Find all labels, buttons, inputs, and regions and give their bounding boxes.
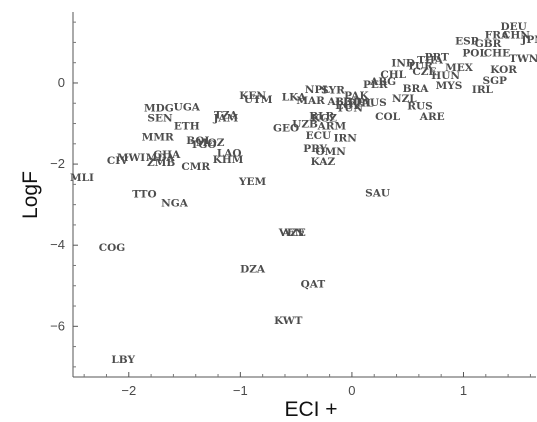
point-label-sau: SAU — [365, 187, 390, 199]
point-label-alb: ALB — [326, 96, 352, 108]
point-label-mex: MEX — [445, 62, 474, 74]
point-label-chn: CHN — [502, 30, 530, 42]
y-tick-label: −2 — [50, 156, 65, 171]
y-tick-label: 0 — [58, 75, 65, 90]
point-label-prt: PRT — [425, 52, 449, 64]
point-label-cog: COG — [99, 242, 126, 254]
point-label-zmb: ZMB — [147, 157, 175, 169]
point-label-aze: AZE — [281, 227, 306, 239]
point-label-egy: EGY — [335, 100, 360, 112]
point-label-phl: PHL — [348, 97, 374, 109]
point-label-lao: LAO — [217, 148, 242, 160]
point-label-hun: HUN — [431, 70, 460, 82]
point-label-eth: ETH — [174, 121, 200, 133]
point-label-arg: ARG — [369, 76, 396, 88]
point-label-col: COL — [375, 111, 401, 123]
point-label-kgz: KGZ — [311, 112, 337, 124]
point-label-ven: VEN — [278, 227, 305, 239]
x-axis-ticks: −2 −1 0 1 — [83, 372, 531, 398]
point-label-kwt: KWT — [274, 315, 303, 327]
point-label-cmr: CMR — [181, 161, 210, 173]
point-label-nga: NGA — [161, 198, 189, 210]
x-axis-title: ECI + — [284, 398, 337, 421]
point-label-gha: GHA — [153, 149, 181, 161]
point-label-aus: AUS — [361, 97, 387, 109]
point-label-per: PER — [363, 79, 388, 91]
point-label-mdg: MDG — [144, 102, 174, 114]
point-label-bra: BRA — [403, 83, 430, 95]
point-label-uga: UGA — [174, 101, 201, 113]
point-label-jam: JAM — [212, 112, 238, 124]
point-label-dza: DZA — [240, 263, 266, 275]
point-label-mwi: MWI — [117, 152, 145, 164]
point-label-mli: MLI — [70, 172, 94, 184]
point-label-uzb: UZB — [292, 119, 318, 131]
point-label-pry: PRY — [303, 143, 327, 155]
point-label-irl: IRL — [472, 84, 494, 96]
point-label-mys: MYS — [436, 80, 463, 92]
x-tick-label: −1 — [233, 383, 248, 398]
point-label-sgp: SGP — [482, 75, 507, 87]
point-label-cze: CZE — [412, 66, 436, 78]
x-tick-label: −2 — [121, 383, 136, 398]
y-tick-label: −6 — [50, 318, 65, 333]
point-label-mar: MAR — [296, 95, 325, 107]
point-label-bgd: BGD — [335, 96, 362, 108]
point-label-utm: UTM — [244, 94, 273, 106]
point-label-gbr: GBR — [475, 38, 502, 50]
point-label-bol: BOL — [186, 135, 212, 147]
point-label-moz: MOZ — [196, 137, 225, 149]
point-label-tto: TTO — [132, 188, 156, 200]
point-label-mda: MDA — [146, 152, 176, 164]
point-label-lka: LKA — [282, 91, 307, 103]
x-tick-label: 1 — [460, 383, 467, 398]
y-tick-label: −4 — [50, 237, 65, 252]
point-label-kaz: KAZ — [311, 156, 336, 168]
point-label-esp: ESP — [455, 35, 479, 47]
point-label-mmr: MMR — [142, 132, 174, 144]
point-label-npl: NPL — [305, 84, 330, 96]
point-label-tha: THA — [417, 54, 444, 66]
point-label-fra: FRA — [485, 29, 510, 41]
axes-frame — [72, 12, 536, 378]
point-label-nzl: NZL — [392, 93, 417, 105]
point-label-deu: DEU — [501, 21, 527, 33]
point-label-yem: YEM — [238, 176, 266, 188]
point-label-lby: LBY — [111, 354, 135, 366]
point-label-che: CHE — [484, 48, 510, 60]
point-label-jpn: JPN — [520, 34, 537, 46]
point-label-irn: IRN — [334, 133, 358, 145]
point-label-are: ARE — [419, 111, 445, 123]
point-label-tza: TZA — [214, 110, 238, 122]
y-axis-title: LogF — [19, 171, 42, 219]
point-label-arm: ARM — [317, 121, 347, 133]
point-label-geo: GEO — [273, 123, 299, 135]
point-label-ind: IND — [391, 58, 415, 70]
point-label-omn: OMN — [316, 146, 347, 158]
point-label-twn: TWN — [509, 53, 537, 65]
x-tick-label: 0 — [348, 383, 355, 398]
y-axis-ticks: 0 −2 −4 −6 — [50, 21, 78, 368]
point-labels: DEUFRAJPNCHNESPGBRPOLCHETWNKORSGPTHAINDP… — [70, 21, 537, 366]
point-label-pak: PAK — [344, 90, 369, 102]
point-label-chl: CHL — [380, 69, 406, 81]
point-label-ecu: ECU — [306, 130, 332, 142]
point-label-civ: CIV — [107, 155, 129, 167]
point-label-syr: SYR — [321, 84, 345, 96]
point-label-sen: SEN — [147, 112, 173, 124]
point-label-pol: POL — [462, 48, 487, 60]
point-label-kor: KOR — [490, 64, 517, 76]
point-label-rus: RUS — [407, 100, 432, 112]
point-label-tgo: TGO — [191, 139, 217, 151]
point-label-ken: KEN — [239, 90, 266, 102]
point-label-tur: TUR — [407, 61, 433, 73]
point-label-tun: TUN — [336, 102, 363, 114]
point-label-blr: BLR — [309, 110, 334, 122]
point-label-khm: KHM — [213, 154, 244, 166]
point-label-qat: QAT — [301, 279, 326, 291]
